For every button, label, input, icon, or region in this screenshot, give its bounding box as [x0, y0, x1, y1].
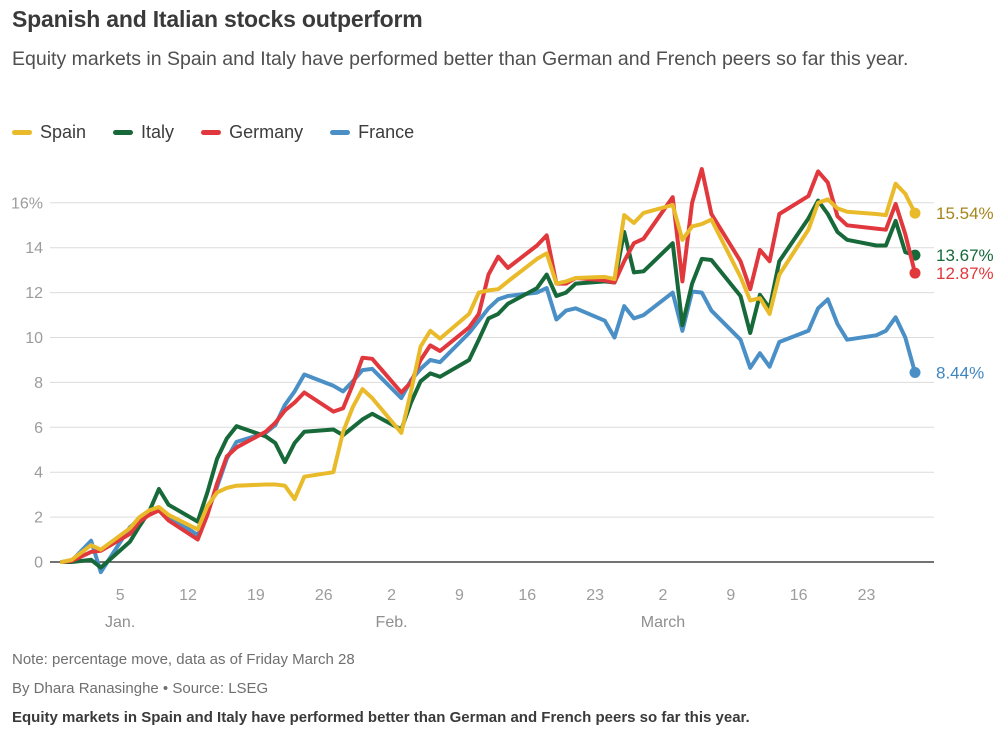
legend-label: Germany [229, 122, 304, 142]
y-tick-label: 16% [11, 195, 43, 212]
x-tick-label: 23 [858, 587, 876, 604]
legend-item-germany: Germany [201, 122, 303, 143]
y-tick-label: 0 [34, 555, 43, 572]
x-tick-label: 26 [315, 587, 333, 604]
legend-item-france: France [330, 122, 414, 143]
x-month-label: Jan. [105, 614, 135, 631]
legend-label: Italy [141, 122, 175, 142]
x-tick-label: 9 [455, 587, 464, 604]
x-tick-label: 2 [659, 587, 668, 604]
legend-label: Spain [40, 122, 87, 142]
y-tick-label: 6 [34, 420, 43, 437]
x-tick-label: 12 [179, 587, 197, 604]
x-tick-label: 16 [518, 587, 536, 604]
chart-legend: Spain Italy Germany France [12, 122, 414, 143]
x-tick-label: 5 [116, 587, 125, 604]
series-endlabel-spain: 15.54% [936, 204, 994, 223]
x-tick-label: 23 [586, 587, 604, 604]
series-line-germany [60, 167, 917, 564]
chart-title: Spanish and Italian stocks outperform [12, 6, 423, 32]
legend-swatch-germany [201, 130, 222, 135]
legend-item-italy: Italy [113, 122, 174, 143]
line-chart: 0 2 4 6 8 10 12 14 16% 5 12 19 26 2 9 16 23 2 9 16 23 Jan. Feb… [11, 167, 994, 631]
x-tick-label: 16 [790, 587, 808, 604]
x-month-label: March [641, 614, 685, 631]
y-tick-label: 4 [34, 465, 43, 482]
x-tick-label: 19 [247, 587, 265, 604]
series-endlabel-germany: 12.87% [936, 264, 994, 283]
series-endlabel-france: 8.44% [936, 364, 984, 383]
series-endpoint-france [909, 367, 921, 379]
legend-swatch-spain [12, 130, 32, 135]
series-endlabel-italy: 13.67% [936, 246, 994, 265]
legend-swatch-italy [113, 130, 134, 135]
series-line-italy [60, 198, 917, 570]
series-endpoint-spain [909, 207, 921, 219]
legend-swatch-france [330, 130, 351, 135]
chart-note: Note: percentage move, data as of Friday… [12, 651, 355, 668]
x-tick-label: 9 [726, 587, 735, 604]
chart-byline: By Dhara Ranasinghe • Source: LSEG [12, 680, 269, 697]
legend-label: France [358, 122, 415, 142]
y-tick-label: 8 [34, 375, 43, 392]
series-line-france [60, 286, 917, 575]
x-month-label: Feb. [376, 614, 408, 631]
y-tick-label: 10 [25, 330, 43, 347]
y-tick-label: 14 [25, 240, 43, 257]
legend-item-spain: Spain [12, 122, 86, 143]
chart-subtitle: Equity markets in Spain and Italy have p… [12, 48, 909, 70]
y-tick-label: 12 [25, 285, 43, 302]
series-line-spain [60, 181, 917, 564]
chart-caption: Equity markets in Spain and Italy have p… [12, 709, 750, 726]
series-endpoint-germany [909, 267, 921, 279]
y-tick-label: 2 [34, 510, 43, 527]
x-tick-label: 2 [387, 587, 396, 604]
